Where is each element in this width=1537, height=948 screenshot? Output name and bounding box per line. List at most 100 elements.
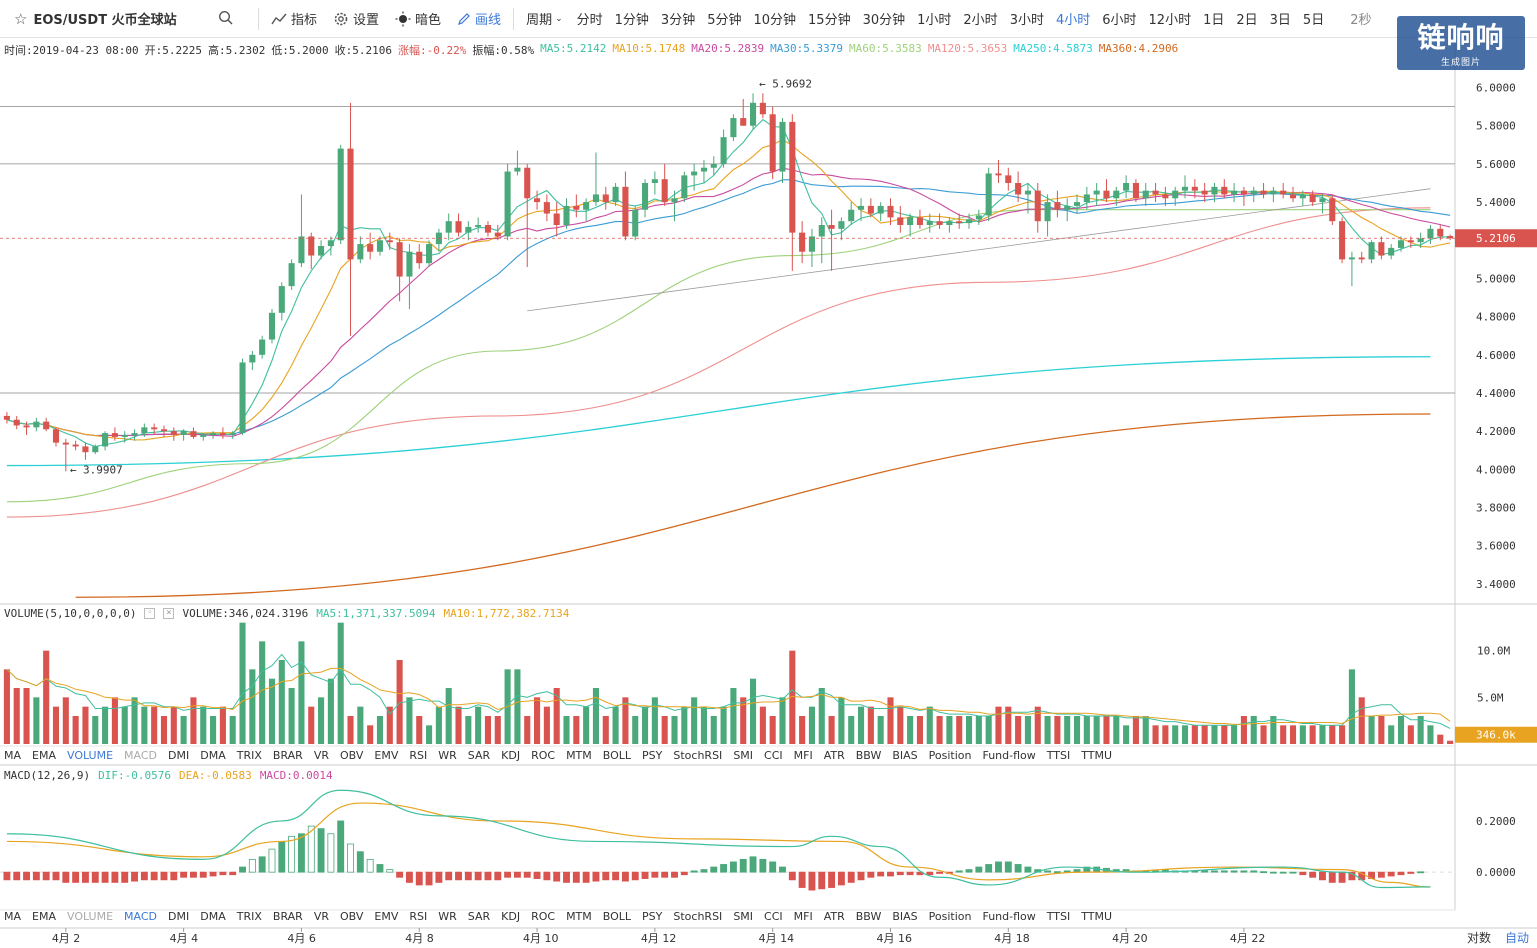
close-small-icon[interactable]: × xyxy=(163,608,175,619)
period-option[interactable]: 4小时 xyxy=(1055,13,1091,28)
period-dropdown[interactable]: 周期 ⌄ xyxy=(518,9,571,28)
period-option[interactable]: 30分钟 xyxy=(862,13,906,28)
indicator-tab[interactable]: Fund-flow xyxy=(982,910,1036,923)
indicator-tab[interactable]: EMV xyxy=(374,749,399,762)
indicator-tab[interactable]: MTM xyxy=(566,910,592,923)
indicator-tab[interactable]: ATR xyxy=(823,910,845,923)
indicator-tab[interactable]: TTSI xyxy=(1046,910,1071,923)
indicator-tab[interactable]: ROC xyxy=(531,749,556,762)
indicator-tab[interactable]: CCI xyxy=(764,910,783,923)
indicator-tab[interactable]: OBV xyxy=(340,749,364,762)
indicator-tab[interactable]: DMI xyxy=(168,910,190,923)
indicator-tab[interactable]: MFI xyxy=(793,749,813,762)
indicator-tab[interactable]: CCI xyxy=(764,749,783,762)
indicator-tab[interactable]: SAR xyxy=(467,910,491,923)
indicator-tab[interactable]: SMI xyxy=(733,749,754,762)
log-scale-toggle[interactable]: 对数 xyxy=(1466,931,1491,945)
indicator-tab[interactable]: MTM xyxy=(566,749,592,762)
indicator-tab[interactable]: MA xyxy=(4,749,22,762)
candle-body xyxy=(534,198,541,203)
indicator-tab[interactable]: TTSI xyxy=(1046,749,1071,762)
period-option[interactable]: 15分钟 xyxy=(808,13,851,28)
draw-line-button[interactable]: 画线 xyxy=(449,9,509,28)
volume-bar xyxy=(1083,716,1090,744)
auto-scale-toggle[interactable]: 自动 xyxy=(1504,931,1529,945)
indicator-tab[interactable]: PSY xyxy=(642,749,663,762)
period-option[interactable]: 2日 xyxy=(1236,13,1258,28)
candlestick-chart[interactable]: 6.00005.80005.60005.40005.20005.00004.80… xyxy=(0,38,1537,948)
indicator-tab[interactable]: VOLUME xyxy=(66,910,114,923)
indicator-tab[interactable]: SMI xyxy=(733,910,754,923)
indicator-tab[interactable]: KDJ xyxy=(501,749,521,762)
indicator-tab[interactable]: WR xyxy=(438,749,457,762)
period-option[interactable]: 1分钟 xyxy=(614,13,649,28)
indicator-tab[interactable]: BBW xyxy=(855,910,882,923)
indicator-tab[interactable]: BOLL xyxy=(602,910,632,923)
pair-title[interactable]: ☆ EOS/USDT 火币全球站 xyxy=(0,9,252,29)
indicator-tab[interactable]: TRIX xyxy=(236,910,262,923)
indicator-tab[interactable]: StochRSI xyxy=(673,749,723,762)
more-periods[interactable]: 2秒 xyxy=(1350,13,1372,28)
indicator-tab[interactable]: BRAR xyxy=(272,910,303,923)
indicator-tab[interactable]: ATR xyxy=(823,749,845,762)
period-option[interactable]: 12小时 xyxy=(1148,13,1192,28)
period-option[interactable]: 1日 xyxy=(1203,13,1225,28)
indicator-tab[interactable]: PSY xyxy=(642,910,663,923)
star-icon[interactable]: ☆ xyxy=(14,9,28,28)
indicator-tab[interactable]: MACD xyxy=(124,910,158,923)
indicator-tab[interactable]: Position xyxy=(928,749,972,762)
indicator-tab[interactable]: MACD xyxy=(124,749,158,762)
indicator-tab[interactable]: VOLUME xyxy=(66,749,114,762)
volume-bar xyxy=(622,697,629,744)
indicator-tab[interactable]: EMA xyxy=(32,749,56,762)
indicator-tab[interactable]: DMA xyxy=(200,910,226,923)
indicator-tab[interactable]: MA xyxy=(4,910,22,923)
volume-bar xyxy=(1280,725,1287,744)
indicator-tab[interactable]: StochRSI xyxy=(673,910,723,923)
candle-body xyxy=(1437,228,1444,237)
settings-button[interactable]: 设置 xyxy=(325,9,387,28)
indicator-tab[interactable]: Fund-flow xyxy=(982,749,1036,762)
period-option[interactable]: 2小时 xyxy=(963,13,998,28)
indicator-tab[interactable]: TTMU xyxy=(1081,749,1113,762)
search-icon[interactable] xyxy=(218,10,236,28)
indicator-tab[interactable]: BOLL xyxy=(602,749,632,762)
period-option[interactable]: 3分钟 xyxy=(660,13,696,28)
indicator-tab[interactable]: OBV xyxy=(340,910,364,923)
indicator-tab[interactable]: RSI xyxy=(409,910,428,923)
indicator-tab[interactable]: VR xyxy=(313,749,329,762)
indicator-tab[interactable]: VR xyxy=(313,910,329,923)
period-option[interactable]: 1小时 xyxy=(917,13,952,28)
indicator-tab[interactable]: BBW xyxy=(855,749,882,762)
indicator-tab[interactable]: EMA xyxy=(32,910,56,923)
period-option[interactable]: 5日 xyxy=(1302,13,1325,28)
settings-small-icon[interactable]: ◦ xyxy=(144,608,156,619)
dark-mode-button[interactable]: 暗色 xyxy=(387,9,449,28)
indicators-button[interactable]: 指标 xyxy=(263,9,325,28)
indicator-tab[interactable]: EMV xyxy=(374,910,399,923)
macd-histogram-bar xyxy=(1063,870,1071,873)
period-option[interactable]: 分时 xyxy=(576,13,603,28)
indicator-tab[interactable]: TRIX xyxy=(236,749,262,762)
watermark-logo[interactable]: 链响响 生成图片 xyxy=(1397,16,1525,70)
indicator-tab[interactable]: BIAS xyxy=(892,749,918,762)
indicator-tab[interactable]: WR xyxy=(438,910,457,923)
indicator-tab[interactable]: BIAS xyxy=(892,910,918,923)
indicator-tab[interactable]: ROC xyxy=(531,910,556,923)
indicator-tab[interactable]: BRAR xyxy=(272,749,303,762)
period-option[interactable]: 5分钟 xyxy=(707,13,742,28)
indicator-tab[interactable]: MFI xyxy=(793,910,813,923)
indicator-tab[interactable]: TTMU xyxy=(1081,910,1113,923)
macd-histogram-bar xyxy=(612,871,620,881)
volume-bar xyxy=(180,716,187,744)
period-option[interactable]: 6小时 xyxy=(1102,13,1137,28)
indicator-tab[interactable]: DMI xyxy=(168,749,190,762)
period-option[interactable]: 3日 xyxy=(1269,13,1291,28)
indicator-tab[interactable]: Position xyxy=(928,910,972,923)
indicator-tab[interactable]: RSI xyxy=(409,749,428,762)
indicator-tab[interactable]: KDJ xyxy=(501,910,521,923)
indicator-tab[interactable]: DMA xyxy=(200,749,226,762)
indicator-tab[interactable]: SAR xyxy=(467,749,491,762)
period-option[interactable]: 10分钟 xyxy=(753,13,797,28)
period-option[interactable]: 3小时 xyxy=(1009,13,1044,28)
